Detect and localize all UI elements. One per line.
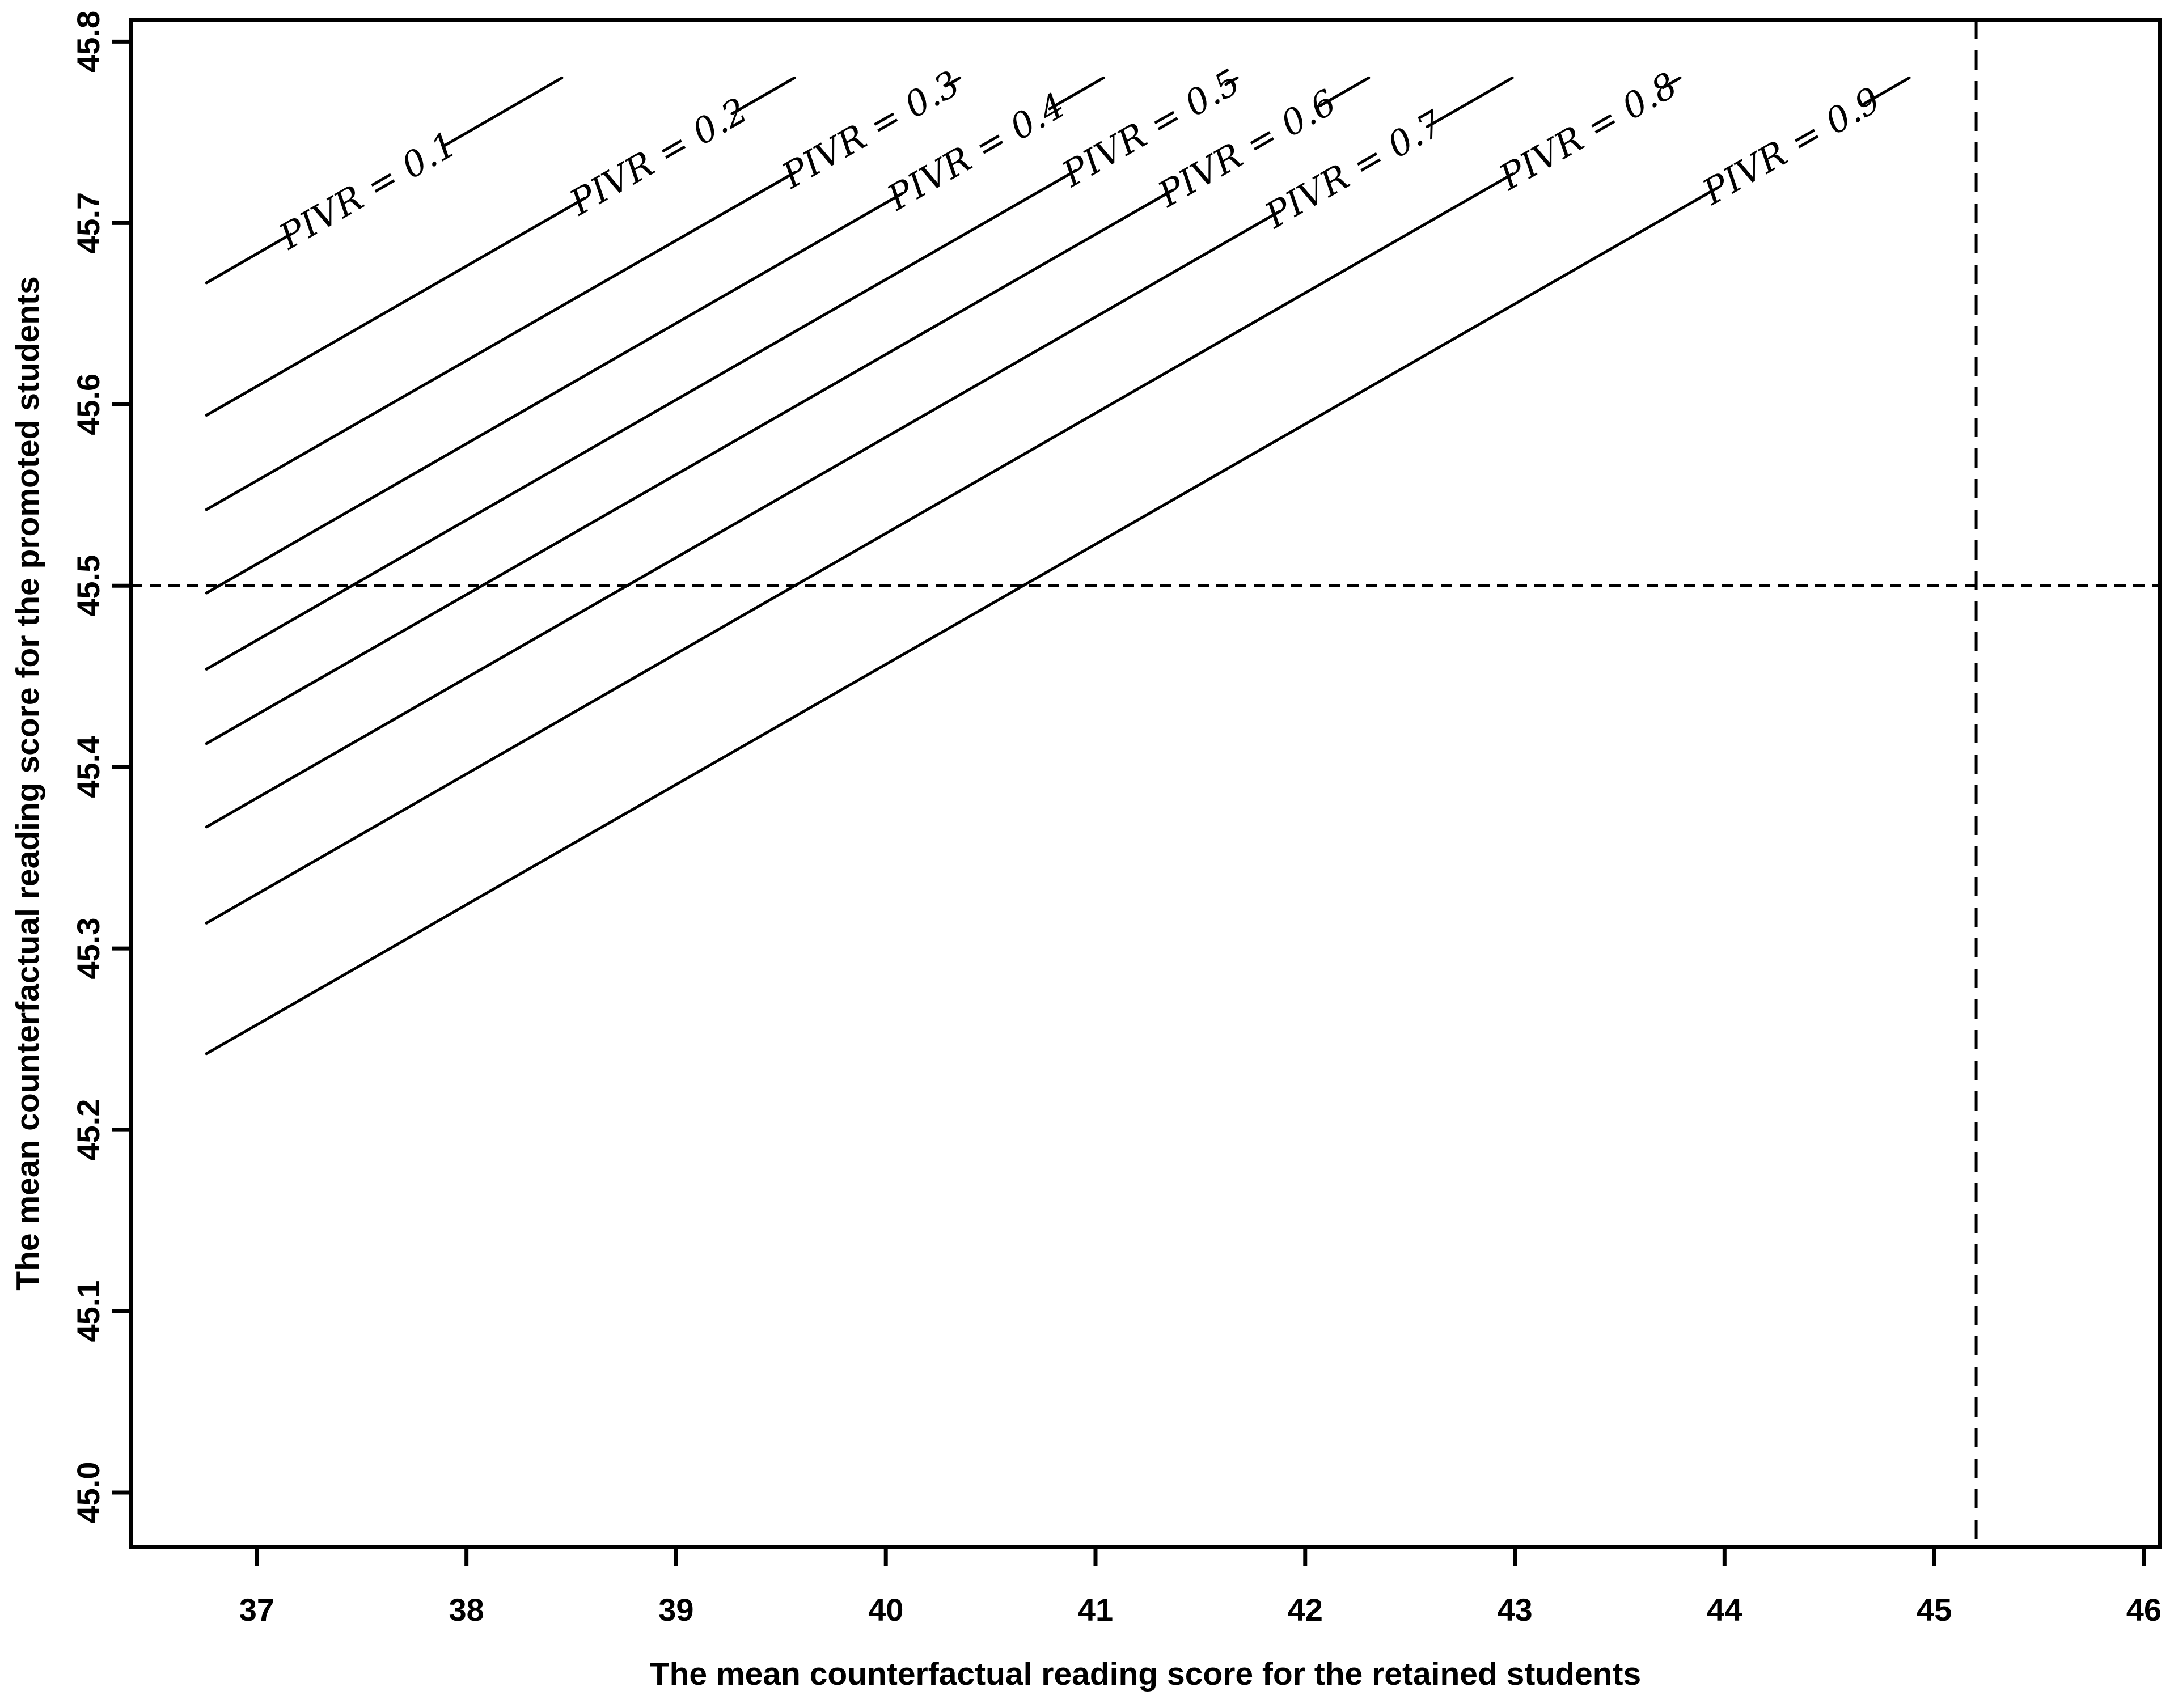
contour-line-segment-lower-0.3 — [205, 171, 797, 511]
x-tick-label-42: 42 — [1288, 1592, 1323, 1628]
y-tick-label-45.4: 45.4 — [70, 736, 106, 798]
y-tick-label-45.2: 45.2 — [70, 1099, 106, 1161]
contour-line-segment-upper-0.6 — [1319, 76, 1371, 107]
x-tick-label-41: 41 — [1078, 1592, 1113, 1628]
contour-line-segment-lower-0.4 — [205, 192, 904, 595]
contour-line-segment-upper-0.9 — [1863, 76, 1911, 105]
contour-line-segment-lower-0.2 — [205, 197, 586, 417]
contour-line-segment-upper-0.5 — [1224, 76, 1239, 86]
contour-line-segment-lower-0.1 — [205, 232, 293, 285]
y-tick-label-45.5: 45.5 — [70, 555, 106, 617]
contour-line-segment-lower-0.7 — [205, 210, 1281, 829]
y-tick-label-45.7: 45.7 — [70, 192, 106, 254]
contour-line-segment-lower-0.6 — [205, 188, 1175, 745]
x-tick-label-38: 38 — [449, 1592, 484, 1628]
contour-line-segment-lower-0.5 — [205, 169, 1077, 671]
contour-line-segment-lower-0.9 — [205, 186, 1720, 1056]
contour-line-segment-upper-0.2 — [730, 76, 796, 116]
contour-line-segment-lower-0.8 — [205, 172, 1515, 925]
x-tick-label-45: 45 — [1917, 1592, 1952, 1628]
x-tick-label-46: 46 — [2126, 1592, 2162, 1628]
plot-frame — [129, 18, 2162, 1549]
y-tick-label-45.6: 45.6 — [70, 374, 106, 435]
y-tick-label-45.1: 45.1 — [70, 1281, 106, 1342]
x-tick-label-37: 37 — [239, 1592, 274, 1628]
y-tick-label-45.0: 45.0 — [70, 1462, 106, 1524]
contour-line-segment-upper-0.3 — [944, 76, 962, 88]
y-axis-title: The mean counterfactual reading score fo… — [10, 276, 46, 1290]
contour-line-segment-upper-0.4 — [1048, 76, 1105, 111]
x-tick-label-39: 39 — [658, 1592, 693, 1628]
contour-line-segment-upper-0.1 — [443, 76, 564, 147]
contour-line-segment-upper-0.8 — [1661, 76, 1682, 90]
x-tick-label-40: 40 — [868, 1592, 903, 1628]
y-tick-label-45.8: 45.8 — [70, 11, 106, 73]
x-tick-label-43: 43 — [1497, 1592, 1532, 1628]
x-axis-title: The mean counterfactual reading score fo… — [650, 1656, 1641, 1692]
x-tick-label-44: 44 — [1707, 1592, 1742, 1628]
y-tick-label-45.3: 45.3 — [70, 918, 106, 980]
contour-line-segment-upper-0.7 — [1426, 76, 1514, 128]
